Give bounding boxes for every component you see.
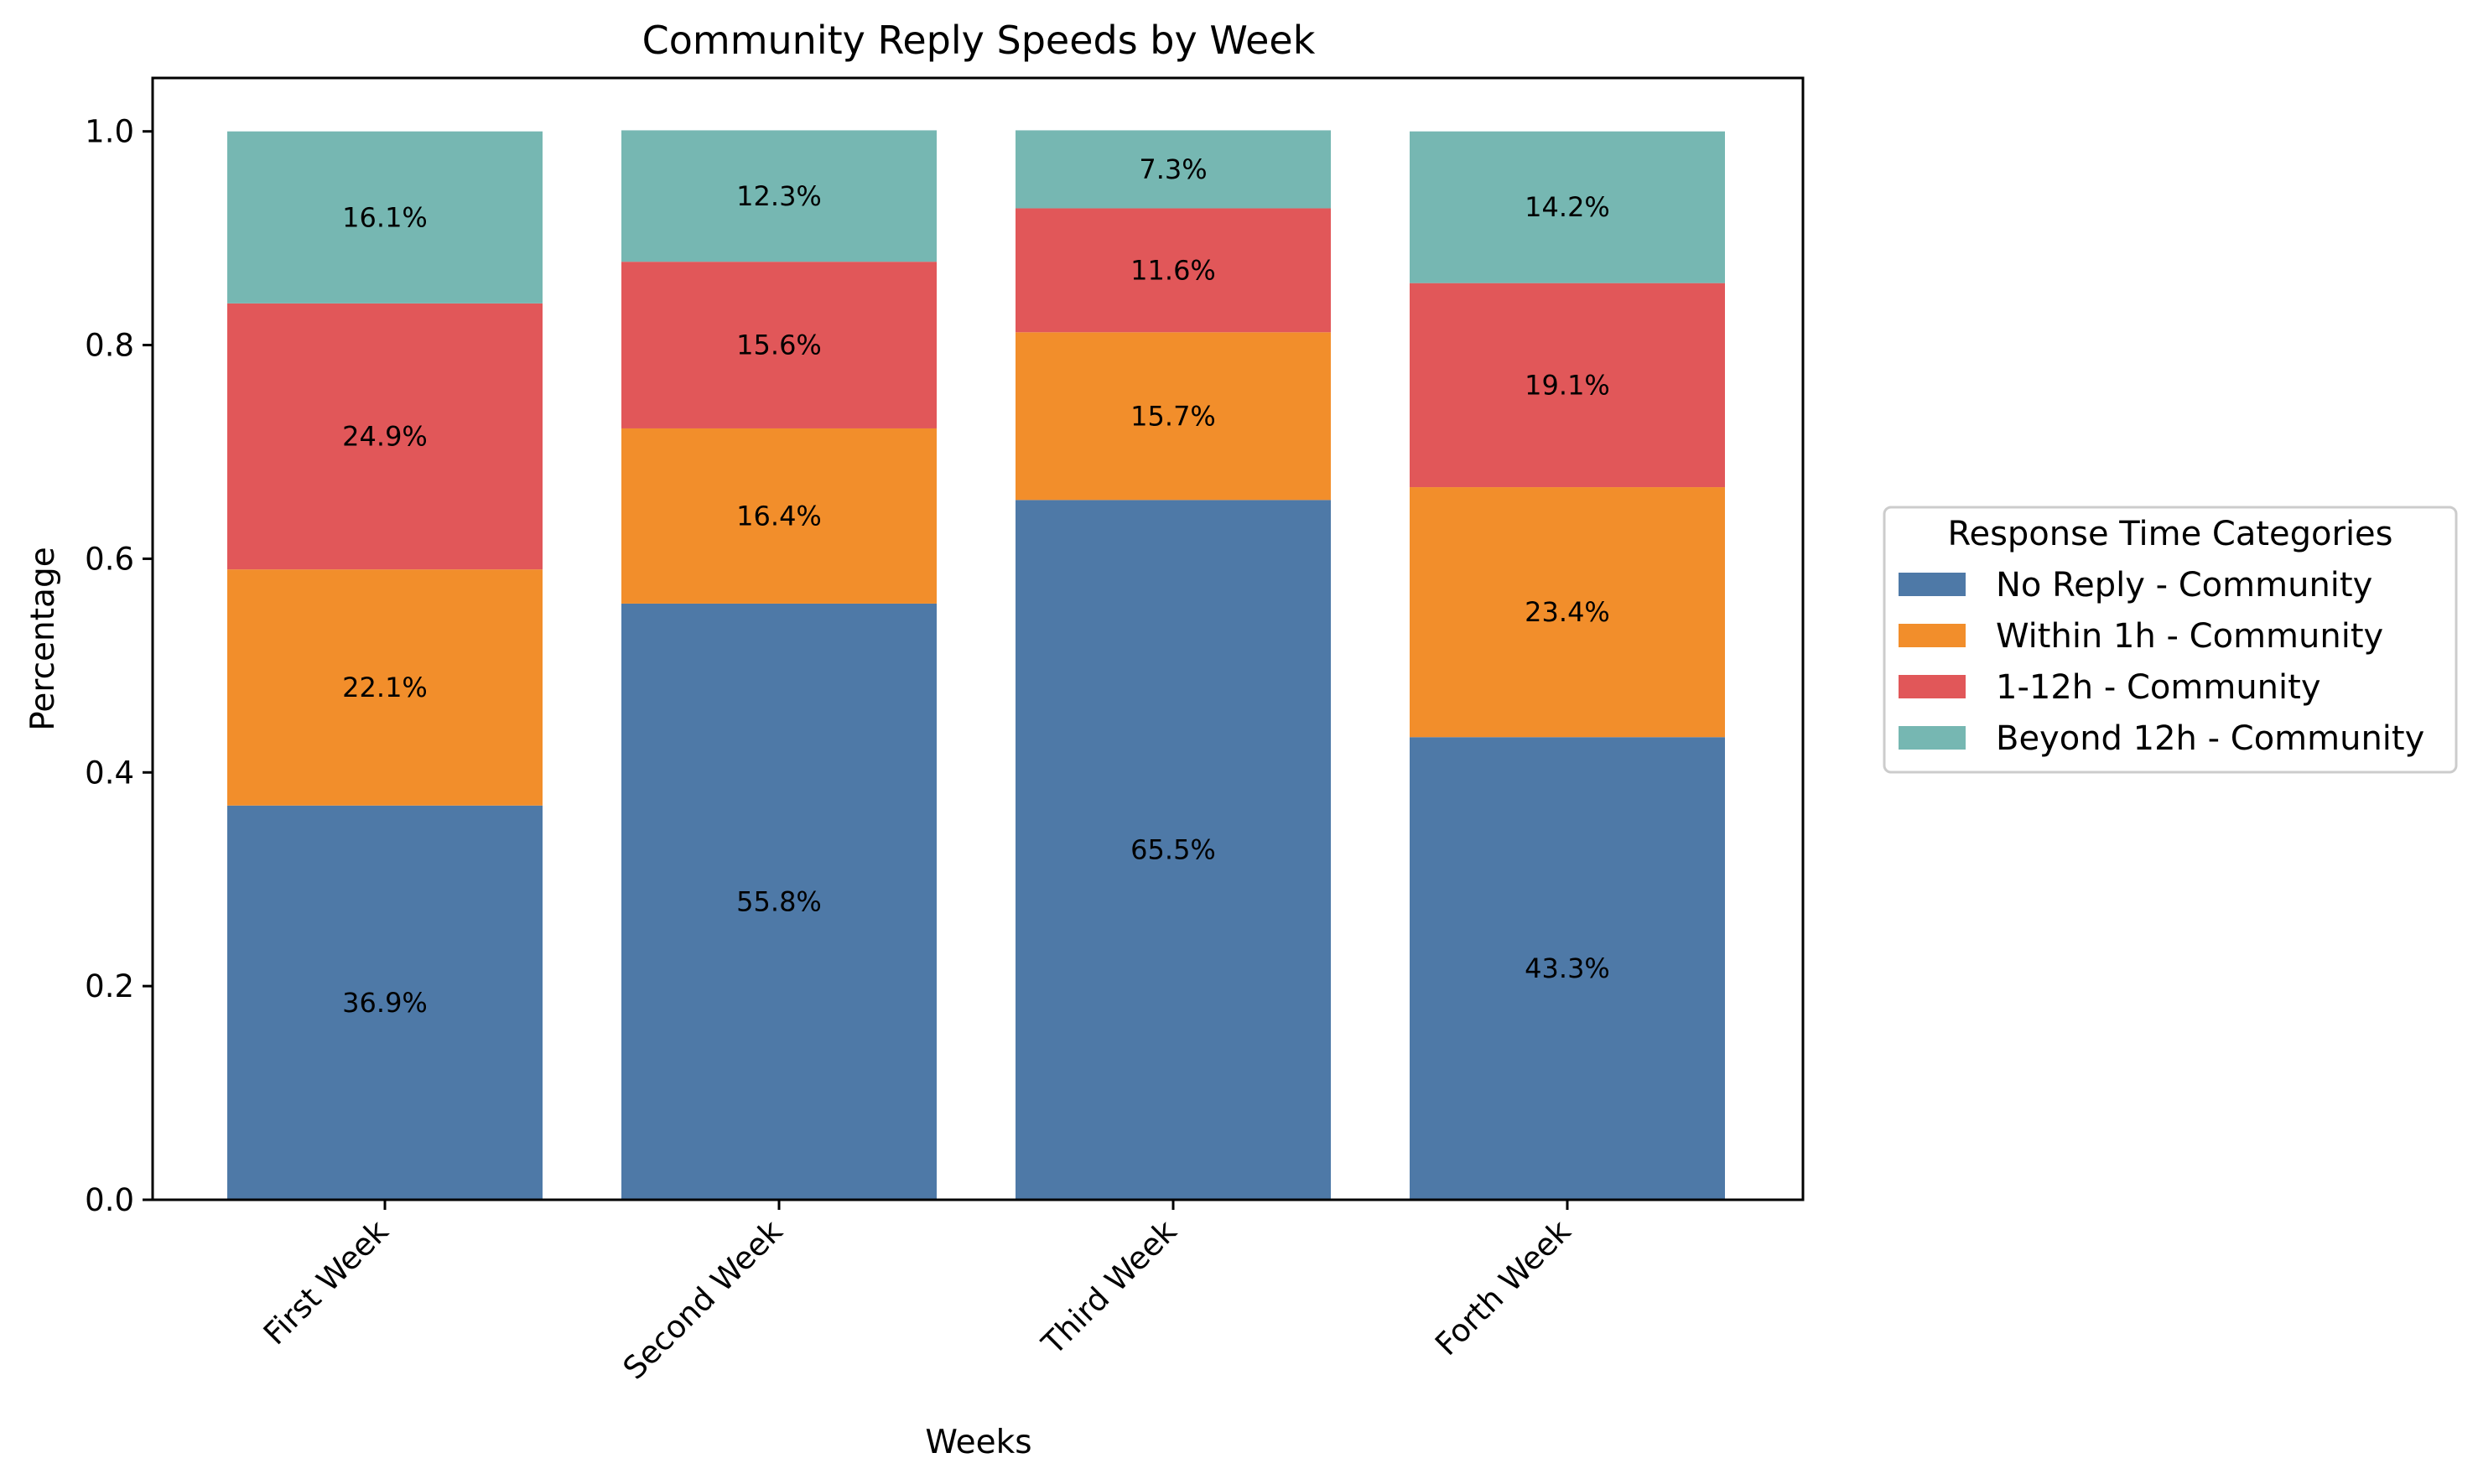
x-axis: First Week Second Week Third Week Forth Wee… [257,1200,1578,1387]
data-label: 15.7% [1130,400,1216,432]
bar-segment [1410,283,1725,488]
data-label: 65.5% [1130,834,1216,866]
data-label: 11.6% [1130,254,1216,286]
y-tick-label: 1.0 [85,114,134,150]
data-label: 19.1% [1525,369,1610,401]
bar-segment [227,131,543,304]
x-tick-label: Second Week [616,1213,790,1387]
bar-segment [621,130,937,262]
bar-segment [1410,737,1725,1200]
data-label: 55.8% [736,885,822,917]
data-label: 22.1% [342,672,428,703]
legend-entry: No Reply - Community [1996,566,2372,604]
bar-segment [1016,500,1331,1200]
data-label: 24.9% [342,421,428,453]
chart-title: Community Reply Speeds by Week [642,18,1316,63]
y-tick-label: 0.0 [85,1182,134,1218]
bar-segment [1016,130,1331,209]
y-axis: 0.0 0.2 0.4 0.6 0.8 1.0 [85,114,153,1218]
bar-segment [621,603,937,1200]
bar-segment [621,428,937,604]
legend-swatch [1899,726,1966,750]
plot-frame [151,76,1805,1201]
bars-layer [227,130,1725,1200]
x-axis-label: Weeks [925,1424,1031,1461]
y-tick-label: 0.6 [85,541,134,577]
legend-title: Response Time Categories [1947,515,2392,553]
data-label: 12.3% [736,180,822,212]
legend-entry: 1-12h - Community [1996,668,2321,707]
bar-segment [621,262,937,428]
y-tick-label: 0.2 [85,968,134,1004]
data-label: 7.3% [1139,153,1207,185]
data-labels-layer: 36.9% 22.1% 24.9% 16.1% 55.8% 16.4% 15.6% 12.3%… [342,153,1610,1019]
legend-swatch [1899,573,1966,596]
x-tick-label: First Week [257,1213,396,1352]
legend: Response Time Categories No Reply - Comm… [1883,506,2458,774]
bar-segment [227,805,543,1200]
legend-entry: Beyond 12h - Community [1996,719,2424,758]
y-tick-label: 0.4 [85,755,134,791]
bar-segment [227,569,543,806]
bar-segment [1410,131,1725,283]
bar-segment [1016,208,1331,333]
bar-segment [1016,332,1331,501]
y-tick-label: 0.8 [85,328,134,364]
y-axis-label: Percentage [24,547,62,730]
legend-frame [1883,506,2458,774]
data-label: 16.4% [736,500,822,532]
bar-segment [1410,487,1725,738]
legend-items: No Reply - Community Within 1h - Communit… [1899,566,2424,758]
data-label: 14.2% [1525,191,1610,223]
x-tick-label: Third Week [1035,1213,1184,1362]
legend-swatch [1899,675,1966,698]
x-tick-label: Forth Week [1428,1213,1578,1363]
legend-entry: Within 1h - Community [1996,617,2383,656]
data-label: 16.1% [342,201,428,233]
data-label: 43.3% [1525,952,1610,984]
data-label: 23.4% [1525,596,1610,628]
data-label: 36.9% [342,987,428,1019]
bar-segment [227,303,543,570]
data-label: 15.6% [736,329,822,361]
legend-swatch [1899,624,1966,647]
